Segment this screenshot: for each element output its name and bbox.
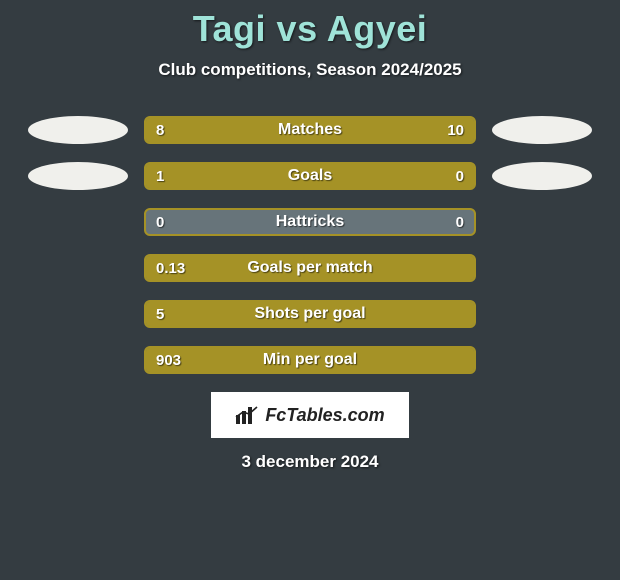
stat-bar-left-fill — [146, 118, 290, 142]
stat-value-left: 0.13 — [156, 256, 185, 280]
team-badge-left — [28, 162, 128, 190]
subtitle: Club competitions, Season 2024/2025 — [0, 60, 620, 80]
stat-value-right: 10 — [447, 118, 464, 142]
stat-bar-left-fill — [146, 302, 474, 326]
team-badge-right — [492, 162, 592, 190]
team-badge-left — [28, 116, 128, 144]
stat-bar: Goals10 — [144, 162, 476, 190]
stat-row: Shots per goal5 — [0, 300, 620, 328]
team-badge-right — [492, 116, 592, 144]
stat-row: Matches810 — [0, 116, 620, 144]
stat-bar-right-fill — [412, 164, 474, 188]
stat-bar: Hattricks0 0 — [144, 208, 476, 236]
watermark-icon — [235, 405, 261, 425]
stat-value-left: 5 — [156, 302, 164, 326]
stat-value-left: 8 — [156, 118, 164, 142]
stat-bar-left-fill — [146, 348, 474, 372]
stat-value-right: 0 — [456, 164, 464, 188]
stat-bar: Matches810 — [144, 116, 476, 144]
stat-value-right: 0 — [456, 210, 464, 234]
footer-date: 3 december 2024 — [0, 452, 620, 472]
page-title: Tagi vs Agyei — [0, 8, 620, 50]
watermark: FcTables.com — [211, 392, 409, 438]
stat-row: Goals per match0.13 — [0, 254, 620, 282]
stat-bar: Min per goal903 — [144, 346, 476, 374]
player-right-name: Agyei — [327, 8, 428, 49]
stat-rows: Matches810Goals10Hattricks00Goals per ma… — [0, 116, 620, 374]
comparison-container: Tagi vs Agyei Club competitions, Season … — [0, 0, 620, 580]
stat-bar: Shots per goal5 — [144, 300, 476, 328]
stat-bar-left-fill — [146, 256, 474, 280]
stat-row: Hattricks0 0 — [0, 208, 620, 236]
stat-row: Goals10 — [0, 162, 620, 190]
vs-text: vs — [277, 8, 318, 49]
stat-value-left: 0 — [156, 210, 164, 234]
stat-label: Hattricks — [146, 210, 474, 234]
watermark-text: FcTables.com — [265, 405, 384, 426]
stat-row: Min per goal903 — [0, 346, 620, 374]
stat-value-left: 1 — [156, 164, 164, 188]
stat-bar: Goals per match0.13 — [144, 254, 476, 282]
stat-value-left: 903 — [156, 348, 181, 372]
player-left-name: Tagi — [193, 8, 266, 49]
